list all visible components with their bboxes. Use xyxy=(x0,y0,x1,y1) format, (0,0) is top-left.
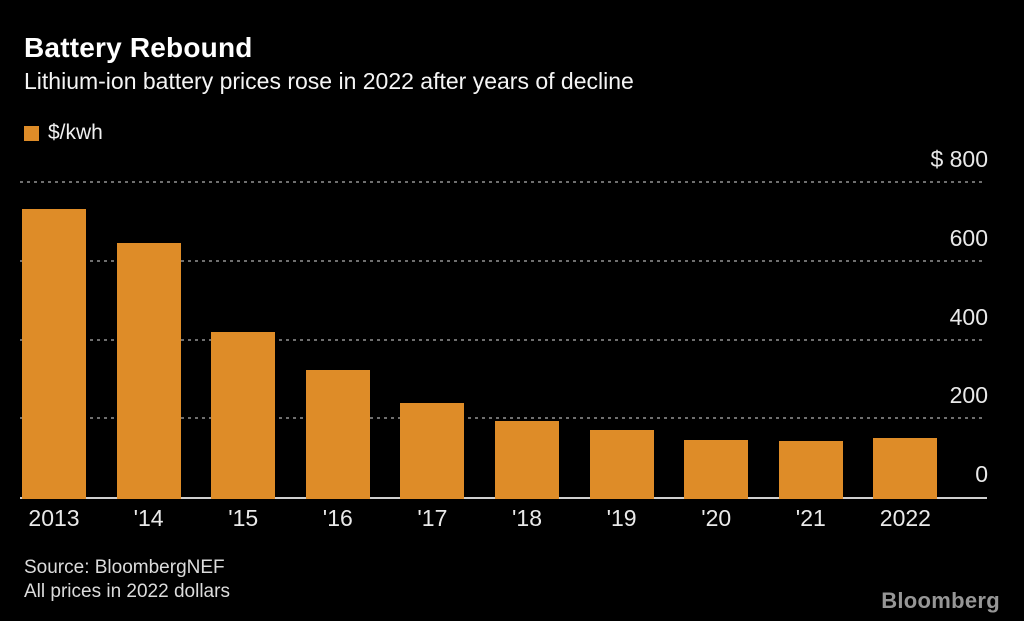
bar-14 xyxy=(116,242,181,499)
note-line: All prices in 2022 dollars xyxy=(24,581,230,602)
gridline-200 xyxy=(20,417,983,420)
y-tick-label-0: 0 xyxy=(975,461,988,487)
gridline-400 xyxy=(20,338,983,341)
bar-2022 xyxy=(873,437,938,499)
bar-17 xyxy=(400,403,465,499)
bar-19 xyxy=(589,430,654,499)
legend: $/kwh xyxy=(24,121,103,145)
chart-title: Battery Rebound xyxy=(24,32,253,63)
x-tick-label-17: '17 xyxy=(417,505,448,531)
bar-21 xyxy=(778,441,843,499)
gridline-600 xyxy=(20,259,983,262)
x-tick-label-14: '14 xyxy=(133,505,164,531)
bar-16 xyxy=(305,369,370,499)
x-tick-label-21: '21 xyxy=(795,505,826,531)
bar-15 xyxy=(211,332,276,499)
source-block: Source: BloombergNEF All prices in 2022 … xyxy=(24,556,230,604)
chart-subtitle: Lithium-ion battery prices rose in 2022 … xyxy=(24,68,634,94)
x-tick-label-18: '18 xyxy=(512,505,542,531)
y-tick-label-800: $ 800 xyxy=(930,146,988,172)
bar-20 xyxy=(684,439,749,499)
y-tick-label-400: 400 xyxy=(949,303,988,330)
y-tick-label-200: 200 xyxy=(949,382,988,409)
x-tick-label-20: '20 xyxy=(701,505,732,531)
source-line: Source: BloombergNEF xyxy=(24,557,225,578)
bar-2013 xyxy=(22,208,86,499)
x-tick-label-2013: 2013 xyxy=(28,505,80,531)
gridline-800 xyxy=(20,181,983,183)
x-tick-label-2022: 2022 xyxy=(879,505,931,531)
y-tick-label-600: 600 xyxy=(949,224,988,251)
legend-swatch-icon xyxy=(24,125,39,141)
bar-18 xyxy=(495,420,559,499)
bloomberg-logo: Bloomberg xyxy=(881,588,1000,613)
plot-area: $ 800 600 400 200 0 2013 '14 '15 '16 '17 '18 '19 '20… xyxy=(20,148,988,530)
legend-label: $/kwh xyxy=(48,121,103,144)
x-tick-label-19: '19 xyxy=(606,505,637,531)
x-tick-label-16: '16 xyxy=(322,505,353,531)
x-tick-label-15: '15 xyxy=(228,505,259,531)
